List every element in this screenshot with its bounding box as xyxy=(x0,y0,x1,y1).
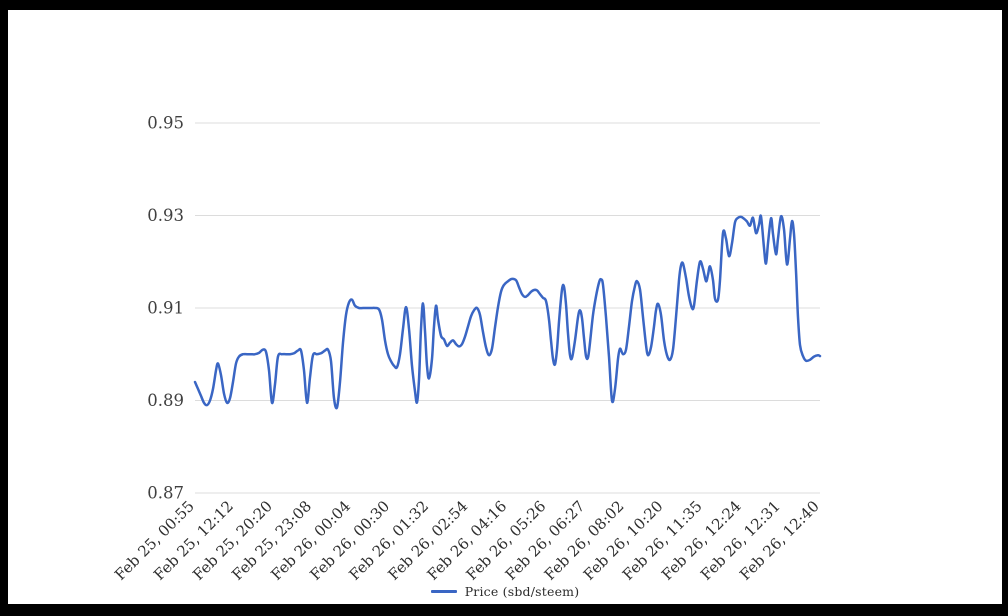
y-axis-label: 0.91 xyxy=(147,299,184,318)
y-axis-label: 0.89 xyxy=(147,391,184,410)
price-chart: 0.95 0.93 0.91 0.89 0.87 Feb 25, 00:55 Feb 25,… xyxy=(8,10,1002,604)
y-axis-label: 0.93 xyxy=(147,206,184,225)
y-axis-label: 0.87 xyxy=(147,484,184,503)
y-axis-label: 0.95 xyxy=(147,114,184,133)
chart-legend: Price (sbd/steem) xyxy=(8,584,1002,599)
legend-label: Price (sbd/steem) xyxy=(464,584,580,599)
chart-page: 0.95 0.93 0.91 0.89 0.87 Feb 25, 00:55 Feb 25,… xyxy=(8,10,1002,604)
legend-line-swatch xyxy=(430,590,457,593)
price-line-series xyxy=(193,214,822,410)
